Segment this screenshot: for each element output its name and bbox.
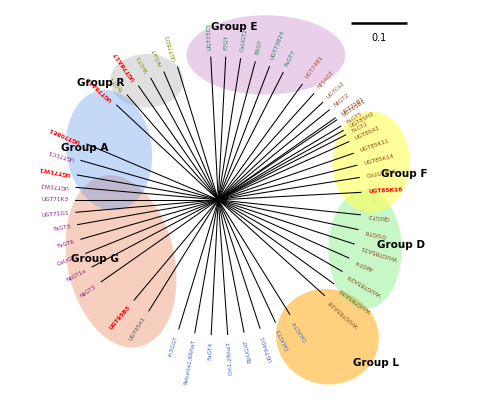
Text: UGT73C5: UGT73C5 xyxy=(206,22,213,50)
Text: UGT78D1: UGT78D1 xyxy=(165,33,178,61)
Ellipse shape xyxy=(186,15,346,95)
Ellipse shape xyxy=(276,289,379,384)
Text: CaUGT2: CaUGT2 xyxy=(239,28,248,52)
Text: UGT95A1: UGT95A1 xyxy=(128,316,147,342)
Text: UGT85A1: UGT85A1 xyxy=(354,126,381,141)
Text: Petunia1,6RhaT: Petunia1,6RhaT xyxy=(183,339,196,386)
Ellipse shape xyxy=(328,190,402,309)
Text: GjUGT2: GjUGT2 xyxy=(367,213,390,220)
Text: UGT71W2: UGT71W2 xyxy=(40,182,69,189)
Text: In3GGT: In3GGT xyxy=(168,335,179,357)
Text: VvUGT85A28: VvUGT85A28 xyxy=(328,298,360,328)
Ellipse shape xyxy=(332,112,410,213)
Text: UGT71C1: UGT71C1 xyxy=(47,148,74,161)
Text: Group E: Group E xyxy=(211,22,258,32)
Text: UGT75B1: UGT75B1 xyxy=(340,96,365,116)
Text: FaGT6: FaGT6 xyxy=(56,239,74,248)
Text: UGT708E1: UGT708E1 xyxy=(48,126,81,144)
Text: FaGT4: FaGT4 xyxy=(208,342,214,360)
Text: 0.1: 0.1 xyxy=(372,33,386,43)
Text: CaUGT4: CaUGT4 xyxy=(292,319,308,342)
Text: UGT71W1: UGT71W1 xyxy=(38,166,71,176)
Text: NtSAGT: NtSAGT xyxy=(317,70,336,90)
Text: Group F: Group F xyxy=(381,169,428,179)
Text: UGTCs2: UGTCs2 xyxy=(326,80,346,99)
Text: UGT78A16: UGT78A16 xyxy=(84,75,113,102)
Ellipse shape xyxy=(66,175,176,348)
Text: CaUGT3: CaUGT3 xyxy=(276,328,290,351)
Text: Cm1,2RhaT: Cm1,2RhaT xyxy=(226,342,233,376)
Text: UGT85K16: UGT85K16 xyxy=(368,188,402,194)
Text: B5GT: B5GT xyxy=(254,39,264,56)
Text: Group G: Group G xyxy=(72,254,120,264)
Text: UGT94D1: UGT94D1 xyxy=(260,334,273,362)
Text: FaGT5: FaGT5 xyxy=(346,111,364,125)
Text: Group D: Group D xyxy=(377,240,425,250)
Text: F7GT: F7GT xyxy=(224,35,230,50)
Text: FaGT7: FaGT7 xyxy=(284,49,297,67)
Text: CrUGT6: CrUGT6 xyxy=(364,228,388,238)
Text: VvUGT85A29: VvUGT85A29 xyxy=(347,273,383,296)
Text: UGT85H2: UGT85H2 xyxy=(348,112,375,129)
Text: UGT74B1: UGT74B1 xyxy=(304,55,324,80)
Text: UGT71G1: UGT71G1 xyxy=(41,210,69,218)
Text: UGT85B1: UGT85B1 xyxy=(341,99,366,118)
Text: UGT85K14: UGT85K14 xyxy=(363,154,394,166)
Text: Group L: Group L xyxy=(353,358,399,368)
Text: UGT71K3: UGT71K3 xyxy=(41,197,68,202)
Text: VvUGT85A31: VvUGT85A31 xyxy=(360,244,399,260)
Text: CaUGT1: CaUGT1 xyxy=(56,254,80,267)
Text: NtGT2: NtGT2 xyxy=(334,92,350,107)
Text: UGT73B24: UGT73B24 xyxy=(270,30,285,61)
Text: UGT95B3: UGT95B3 xyxy=(108,304,132,330)
Text: VvGT1: VvGT1 xyxy=(136,54,149,73)
Text: AdGT4: AdGT4 xyxy=(354,258,374,271)
Text: FaGT2: FaGT2 xyxy=(351,121,369,134)
Text: AcGaT: AcGaT xyxy=(152,47,164,66)
Text: UGT85K11: UGT85K11 xyxy=(360,139,390,153)
Text: Group R: Group R xyxy=(78,78,124,88)
Ellipse shape xyxy=(110,54,184,108)
Text: BpUGAT: BpUGAT xyxy=(243,339,252,363)
Ellipse shape xyxy=(66,90,152,210)
Text: NtGT1a: NtGT1a xyxy=(66,268,87,283)
Text: FaGT3: FaGT3 xyxy=(52,224,71,232)
Text: FaGT1: FaGT1 xyxy=(108,74,124,91)
Text: NtGT3: NtGT3 xyxy=(79,284,97,298)
Text: CsUGT85K: CsUGT85K xyxy=(366,169,397,179)
Text: UGT78A17: UGT78A17 xyxy=(112,51,136,82)
Text: Group A: Group A xyxy=(62,143,109,153)
Text: VvUGT85A30: VvUGT85A30 xyxy=(338,286,372,313)
